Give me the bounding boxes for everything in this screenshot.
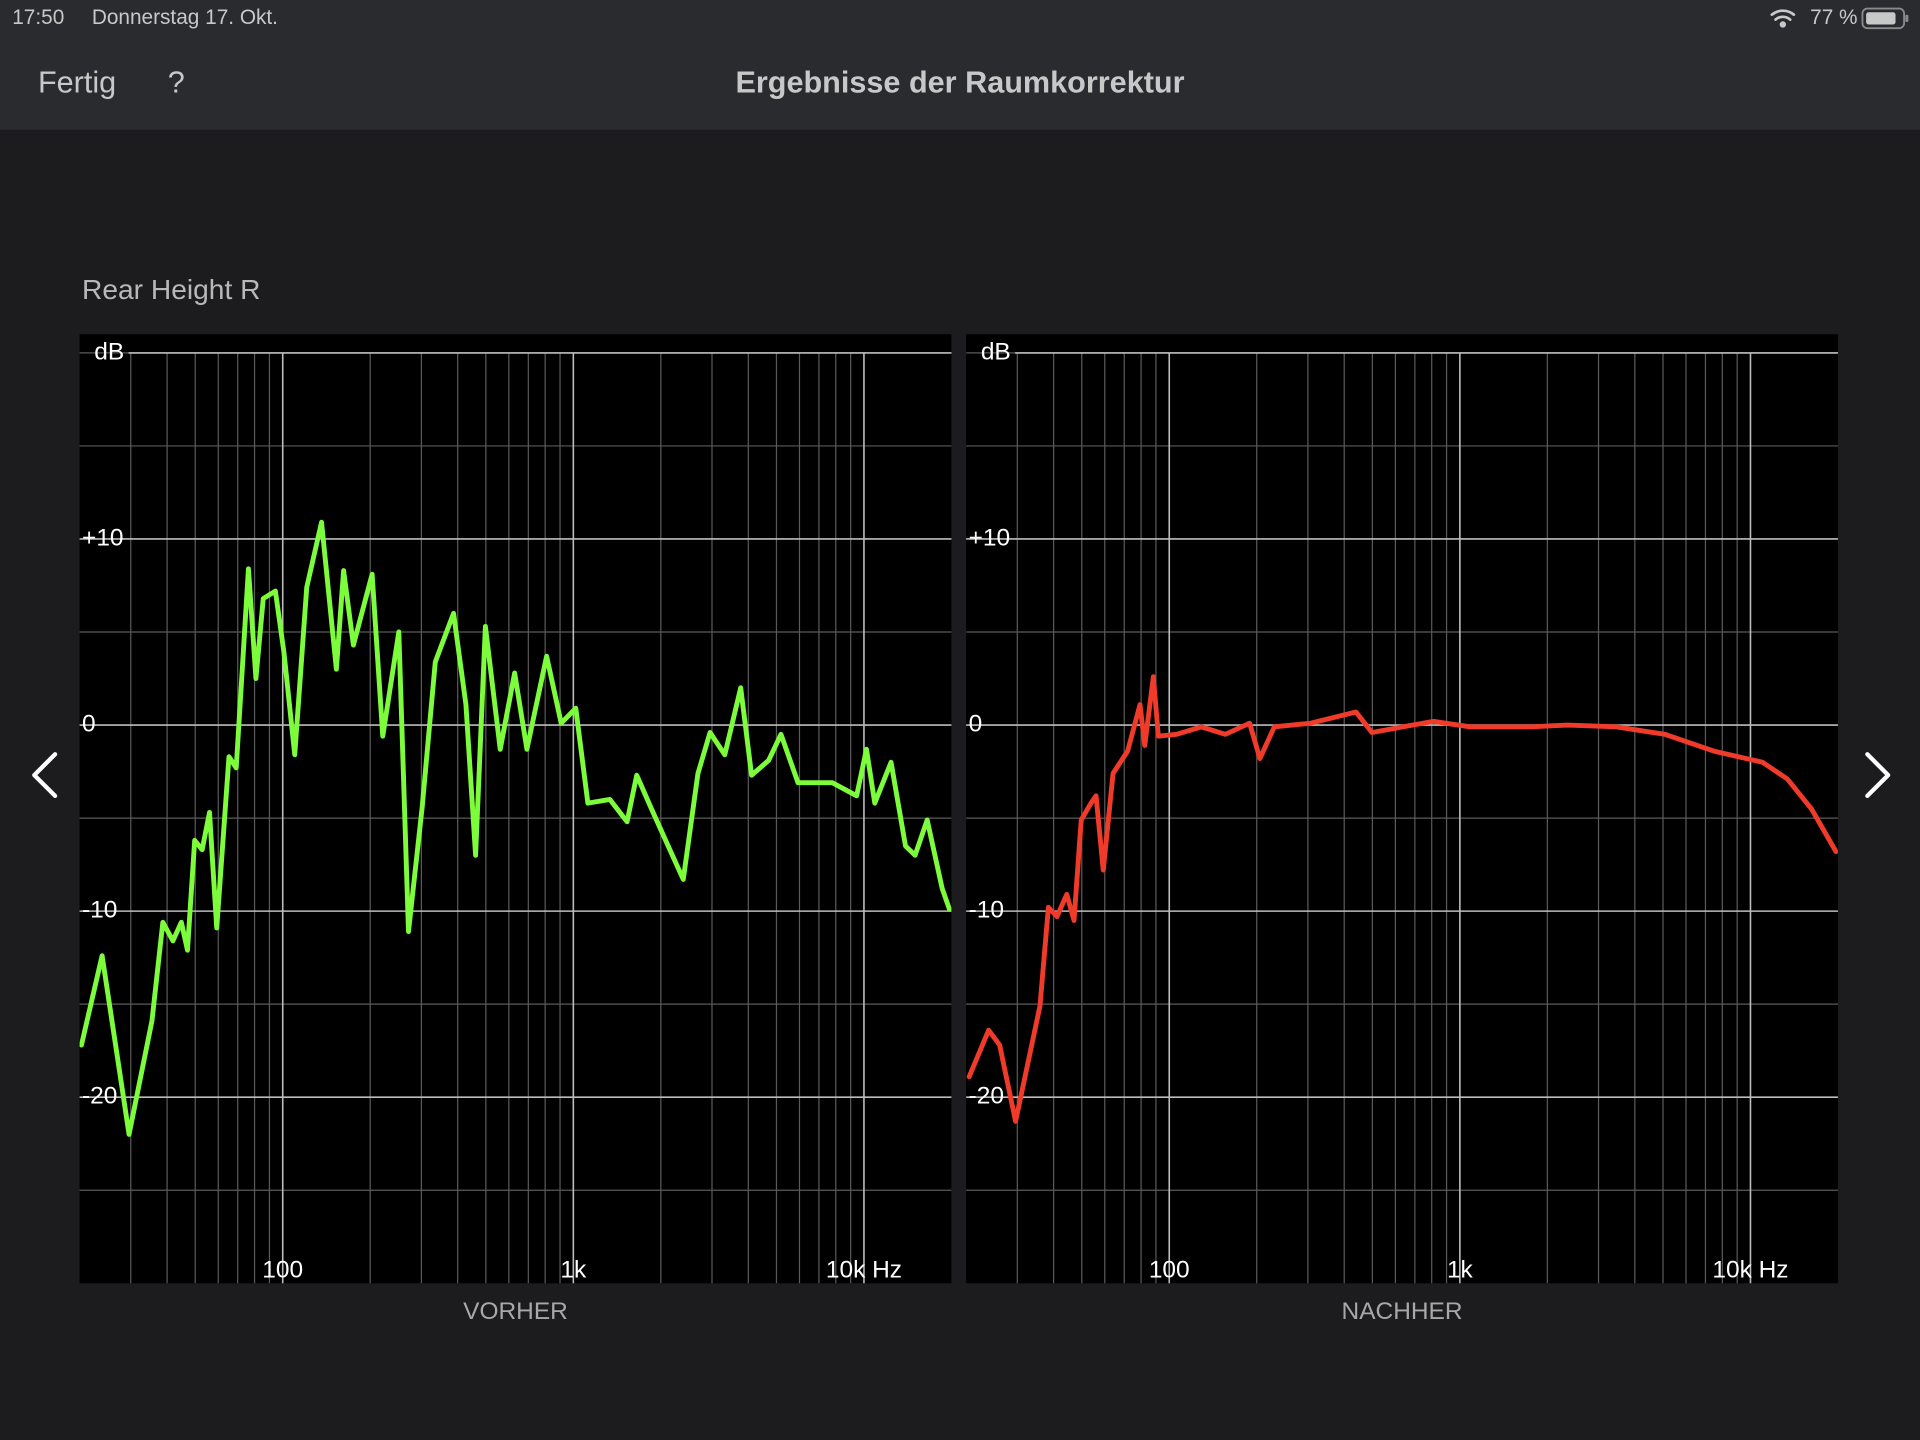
y-tick-label: +10 bbox=[969, 524, 1011, 551]
help-button[interactable]: ? bbox=[168, 66, 185, 100]
y-unit-label: dB bbox=[981, 338, 1011, 365]
y-tick-label: -10 bbox=[969, 897, 1004, 924]
y-unit-label: dB bbox=[94, 338, 124, 365]
done-button[interactable]: Fertig bbox=[38, 66, 116, 100]
x-tick-label: 1k bbox=[560, 1256, 587, 1283]
y-tick-label: 0 bbox=[82, 711, 96, 738]
response-line bbox=[79, 519, 952, 1137]
previous-arrow[interactable] bbox=[32, 752, 58, 799]
x-tick-label: 10k Hz bbox=[826, 1256, 902, 1283]
x-tick-label: 10k Hz bbox=[1712, 1256, 1788, 1283]
chart-caption: VORHER bbox=[463, 1298, 568, 1325]
x-tick-label: 1k bbox=[1447, 1256, 1474, 1283]
y-tick-label: 0 bbox=[969, 711, 983, 738]
status-time: 17:50 bbox=[12, 6, 64, 29]
wifi-icon bbox=[1770, 9, 1796, 28]
next-arrow[interactable] bbox=[1865, 752, 1891, 799]
nav-title: Ergebnisse der Raumkorrektur bbox=[735, 66, 1184, 100]
response-line bbox=[966, 674, 1838, 1124]
nav-bar bbox=[0, 0, 1920, 130]
y-tick-label: +10 bbox=[82, 524, 124, 551]
status-date: Donnerstag 17. Okt. bbox=[92, 6, 278, 29]
y-tick-label: -10 bbox=[82, 897, 117, 924]
battery-level: 77 % bbox=[1810, 6, 1857, 29]
chart-caption: NACHHER bbox=[1342, 1298, 1463, 1325]
x-tick-label: 100 bbox=[262, 1256, 303, 1283]
x-tick-label: 100 bbox=[1149, 1256, 1190, 1283]
y-tick-label: -20 bbox=[969, 1083, 1004, 1110]
speaker-name: Rear Height R bbox=[82, 274, 260, 305]
plot-area bbox=[79, 334, 952, 1284]
battery-icon bbox=[1861, 7, 1909, 30]
y-tick-label: -20 bbox=[82, 1083, 117, 1110]
